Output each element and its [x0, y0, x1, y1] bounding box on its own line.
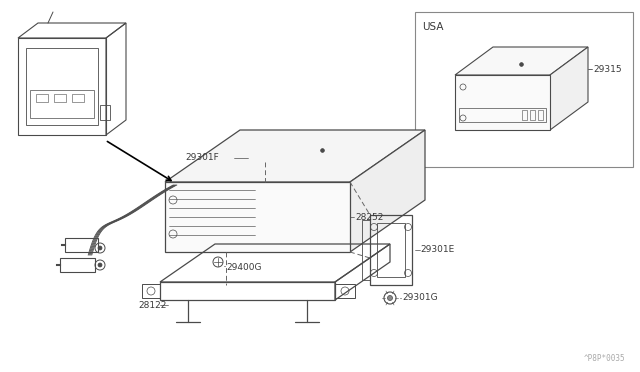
Text: ^P8P*0035: ^P8P*0035	[584, 354, 625, 363]
Bar	[54, 94, 66, 102]
Bar	[522, 110, 527, 120]
Polygon shape	[350, 130, 425, 252]
Bar	[530, 110, 535, 120]
Polygon shape	[455, 47, 588, 75]
Text: 29301G: 29301G	[402, 294, 438, 302]
Text: 29301F: 29301F	[185, 154, 219, 163]
Text: 28122: 28122	[138, 301, 166, 310]
Text: 29301E: 29301E	[420, 246, 454, 254]
Circle shape	[387, 295, 392, 301]
Polygon shape	[165, 130, 425, 182]
Polygon shape	[165, 182, 350, 252]
Text: 28252: 28252	[355, 212, 383, 221]
Bar	[72, 94, 84, 102]
Polygon shape	[455, 75, 550, 130]
Bar	[415, 12, 633, 167]
Polygon shape	[550, 47, 588, 130]
Text: 29315: 29315	[593, 64, 621, 74]
Circle shape	[98, 246, 102, 250]
Bar	[36, 94, 48, 102]
Text: 29400G: 29400G	[226, 263, 262, 272]
Text: USA: USA	[422, 22, 444, 32]
Circle shape	[98, 263, 102, 267]
Bar	[538, 110, 543, 120]
